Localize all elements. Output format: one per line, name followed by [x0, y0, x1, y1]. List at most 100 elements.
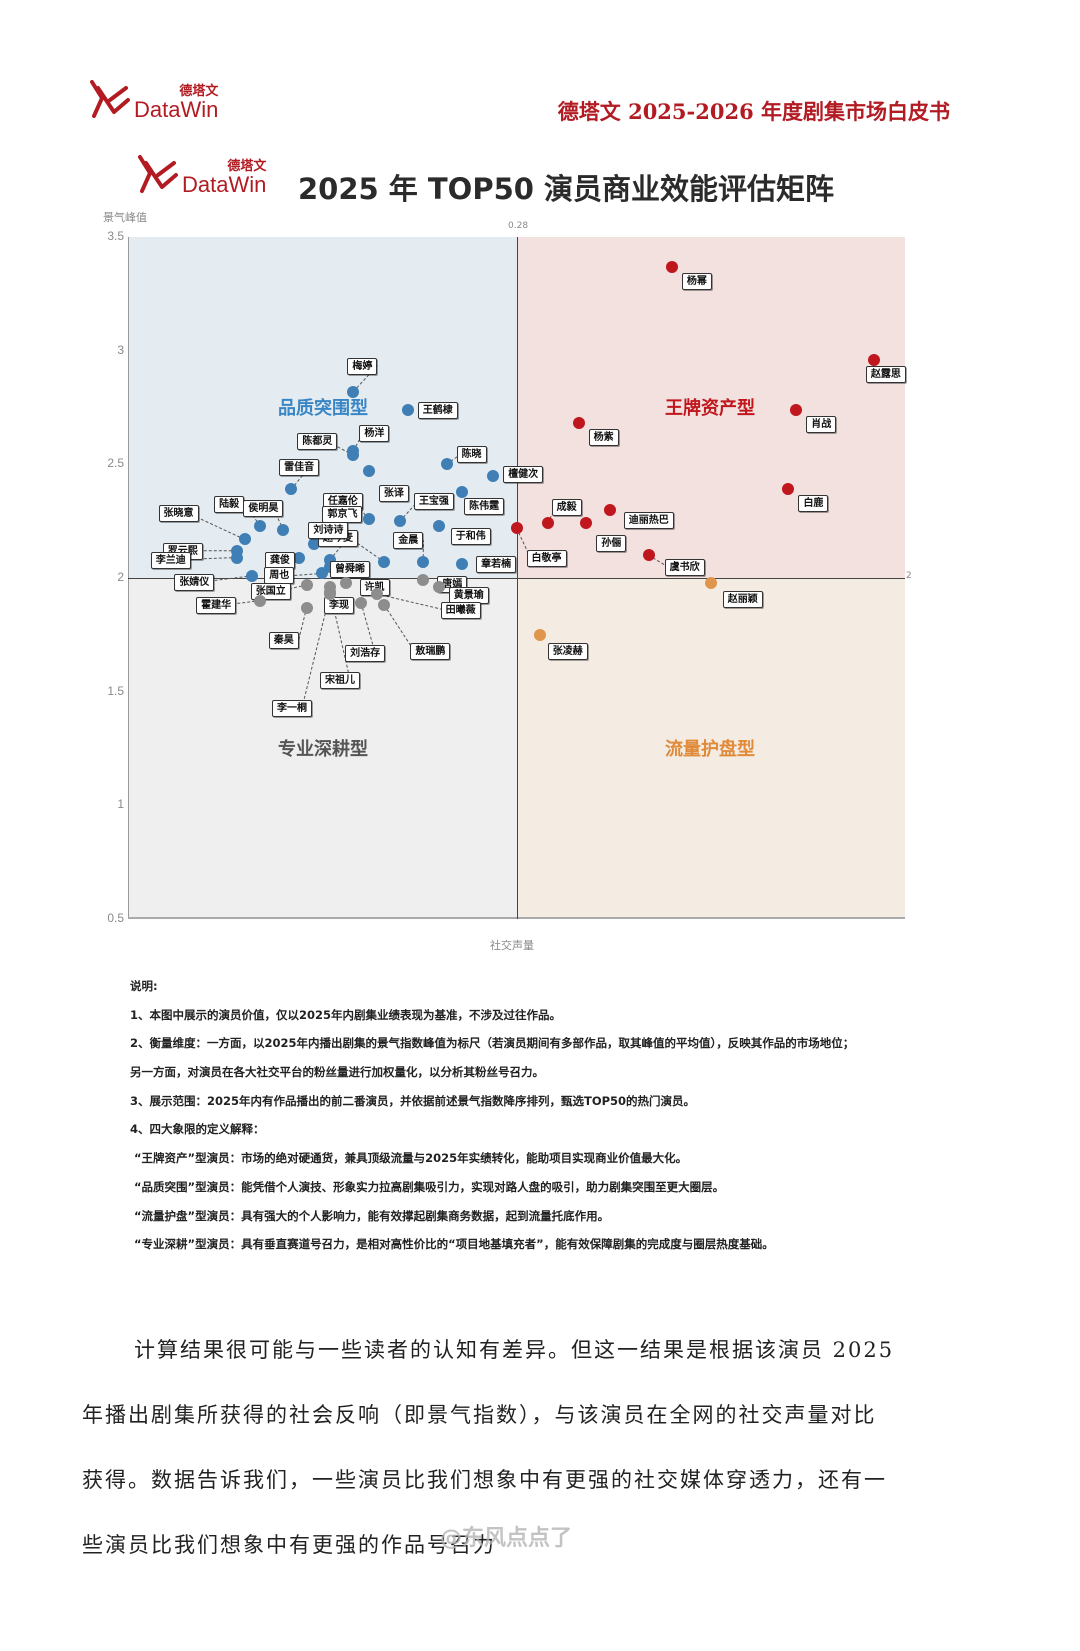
- data-point[interactable]: [316, 567, 329, 580]
- data-point[interactable]: [440, 458, 453, 471]
- watermark: @东风点点了: [440, 1526, 573, 1551]
- quadrant-bottom-left: [128, 578, 517, 919]
- note-item: “专业深耕”型演员：具有垂直赛道号召力，是相对高性价比的“项目地基填充者”，能有…: [134, 1237, 774, 1252]
- note-item: 3、展示范围：2025年内有作品播出的前二番演员，并依据前述景气指数降序排列，甄…: [130, 1093, 696, 1108]
- data-point-label: 白敬亭: [526, 549, 567, 567]
- data-point[interactable]: [378, 556, 391, 569]
- data-point[interactable]: [401, 403, 414, 416]
- data-point-label: 孙俪: [596, 535, 627, 553]
- data-point[interactable]: [603, 503, 616, 516]
- data-point[interactable]: [782, 483, 795, 496]
- data-point[interactable]: [238, 533, 251, 546]
- data-point[interactable]: [572, 417, 585, 430]
- data-point-label: 敖瑞鹏: [410, 643, 451, 661]
- data-point[interactable]: [308, 537, 321, 550]
- data-point[interactable]: [665, 260, 678, 273]
- note-item: 另一方面，对演员在各大社交平台的粉丝量进行加权量化，以分析其粉丝号召力。: [130, 1065, 544, 1080]
- quadrant-label-top-left: 品质突围型: [278, 398, 368, 419]
- data-point-label: 陆毅: [214, 495, 245, 513]
- data-point-label: 张凌赫: [547, 642, 588, 660]
- y-tick-label: 3: [117, 342, 124, 357]
- y-axis-label: 景气峰值: [103, 211, 147, 224]
- data-point-label: 虞书欣: [664, 559, 705, 577]
- horizontal-divider: [128, 578, 905, 579]
- data-point[interactable]: [370, 587, 383, 600]
- data-point[interactable]: [324, 587, 337, 600]
- data-point-label: 成毅: [551, 499, 582, 517]
- data-point[interactable]: [432, 581, 445, 594]
- note-item: “王牌资产”型演员：市场的绝对硬通货，兼具顶级流量与2025年实绩转化，能助项目…: [134, 1151, 688, 1166]
- data-point-label: 龚俊: [264, 551, 295, 569]
- data-point[interactable]: [277, 524, 290, 537]
- data-point[interactable]: [347, 385, 360, 398]
- data-point[interactable]: [642, 549, 655, 562]
- data-point[interactable]: [417, 574, 430, 587]
- data-point[interactable]: [510, 521, 523, 534]
- data-point-label: 肖战: [806, 415, 837, 433]
- data-point-label: 秦昊: [268, 631, 299, 649]
- logo-en: DataWin: [182, 172, 267, 197]
- chart-title: 2025 年 TOP50 演员商业效能评估矩阵: [298, 172, 835, 206]
- data-point[interactable]: [533, 628, 546, 641]
- data-point[interactable]: [378, 599, 391, 612]
- data-point-label: 李一桐: [272, 699, 313, 717]
- y-tick-label: 0.5: [107, 911, 124, 925]
- data-point-label: 陈都灵: [297, 433, 338, 451]
- data-point-label: 张晓意: [158, 505, 199, 523]
- data-point[interactable]: [790, 403, 803, 416]
- data-point[interactable]: [355, 597, 368, 609]
- logo-cn: 德塔文: [227, 159, 267, 174]
- data-point[interactable]: [300, 601, 313, 614]
- data-point[interactable]: [300, 578, 313, 591]
- note-item: 2、衡量维度：一方面，以2025年内播出剧集的景气指数峰值为标尺（若演员期间有多…: [130, 1036, 855, 1051]
- data-point[interactable]: [362, 465, 375, 478]
- data-point[interactable]: [580, 517, 593, 530]
- data-point[interactable]: [417, 556, 430, 569]
- body-line: 获得。数据告诉我们，一些演员比我们想象中有更强的社交媒体穿透力，还有一: [82, 1468, 887, 1492]
- data-point[interactable]: [867, 353, 880, 366]
- data-point[interactable]: [254, 594, 267, 607]
- data-point-label: 章若楠: [476, 556, 517, 574]
- data-point-label: 梅婷: [347, 357, 378, 375]
- data-point-label: 檀健次: [503, 465, 544, 483]
- data-point[interactable]: [285, 483, 298, 496]
- data-point[interactable]: [487, 469, 500, 482]
- data-point[interactable]: [456, 485, 469, 498]
- body-line: 些演员比我们想象中有更强的作品号召力: [82, 1533, 496, 1557]
- data-point[interactable]: [339, 576, 352, 589]
- data-point-label: 郭京飞: [322, 505, 363, 523]
- data-point-label: 宋祖儿: [320, 671, 361, 689]
- logo-en: DataWin: [134, 97, 219, 122]
- data-point-label: 霍建华: [196, 596, 237, 614]
- data-point[interactable]: [393, 515, 406, 528]
- data-point[interactable]: [230, 551, 243, 564]
- y-tick-label: 3.5: [107, 229, 124, 243]
- scatter-chart: 景气峰值 社交声量 0.28 2 3.5 3 2.5 2 1.5 1 0.5 品质突围型 王…: [103, 211, 912, 952]
- data-point-label: 王鹤棣: [417, 401, 458, 419]
- note-item: 4、四大象限的定义解释：: [130, 1122, 265, 1137]
- data-point-label: 陈伟霆: [464, 497, 505, 515]
- data-point[interactable]: [254, 519, 267, 532]
- data-point[interactable]: [362, 512, 375, 525]
- doc-header-title: 德塔文 2025-2026 年度剧集市场白皮书: [557, 99, 950, 124]
- note-item: “品质突围”型演员：能凭借个人演技、形象实力拉高剧集吸引力，实现对路人盘的吸引，…: [134, 1179, 725, 1194]
- datawin-logo: 德塔文 DataWin: [88, 78, 218, 122]
- data-point-label: 田曦薇: [440, 601, 481, 619]
- y-divider-label: 2: [906, 571, 912, 581]
- data-point[interactable]: [347, 449, 360, 462]
- datawin-logo-icon: [136, 153, 180, 197]
- data-point[interactable]: [246, 569, 259, 582]
- data-point[interactable]: [704, 576, 717, 589]
- data-point[interactable]: [541, 517, 554, 530]
- y-tick-label: 2.5: [107, 456, 124, 471]
- quadrant-bottom-right: [516, 578, 905, 919]
- y-tick-label: 2: [117, 570, 124, 584]
- data-point-label: 刘诗诗: [308, 522, 349, 540]
- chart-logo: 德塔文 DataWin: [136, 153, 266, 197]
- data-point-label: 金晨: [393, 532, 424, 550]
- data-point[interactable]: [456, 558, 469, 571]
- data-point[interactable]: [432, 519, 445, 532]
- notes-heading: 说明:: [130, 979, 158, 993]
- data-point[interactable]: [292, 551, 305, 564]
- data-point-label: 陈晓: [456, 446, 487, 464]
